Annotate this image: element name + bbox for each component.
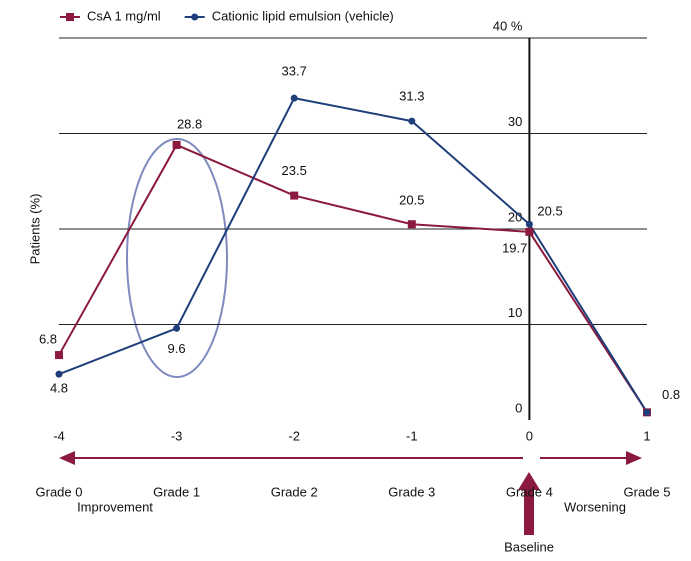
data-point	[643, 408, 651, 416]
x-tick-label: -4	[53, 428, 65, 443]
grade-label: Grade 1	[153, 484, 200, 499]
x-tick-label: 1	[643, 428, 650, 443]
legend-marker	[191, 13, 199, 21]
data-point	[408, 117, 416, 125]
direction-arrows	[59, 451, 642, 535]
data-point	[173, 324, 181, 332]
worsening-label: Worsening	[564, 499, 626, 514]
legend-marker	[66, 13, 74, 21]
data-label: 33.7	[282, 64, 307, 79]
grade-label: Grade 0	[36, 484, 83, 499]
data-point	[290, 94, 298, 102]
data-label: 20.5	[399, 193, 424, 208]
x-tick-label: 0	[526, 428, 533, 443]
y-tick-label: 10	[508, 305, 522, 320]
grade-label: Grade 5	[624, 484, 671, 499]
y-tick-label: 30	[508, 114, 522, 129]
data-label: 19.7	[502, 240, 527, 255]
y-axis-label: Patients (%)	[27, 194, 42, 265]
grade-label: Grade 4	[506, 484, 553, 499]
data-point	[55, 370, 63, 378]
x-tick-label: -1	[406, 428, 418, 443]
data-point	[172, 140, 181, 149]
data-label: 20.5	[537, 204, 562, 219]
data-label: 28.8	[177, 116, 202, 131]
data-point	[55, 351, 63, 360]
series-line	[58, 97, 648, 413]
legend-label: Cationic lipid emulsion (vehicle)	[212, 8, 394, 23]
baseline-label: Baseline	[504, 539, 554, 554]
y-tick-label: 0	[515, 400, 522, 415]
highlight-ellipse	[126, 138, 228, 378]
x-tick-label: -3	[171, 428, 183, 443]
data-label: 9.6	[168, 341, 186, 356]
legend-label: CsA 1 mg/ml	[87, 8, 161, 23]
data-label: 0.8	[662, 387, 680, 402]
data-point	[407, 220, 416, 229]
grade-label: Grade 2	[271, 484, 318, 499]
data-point	[525, 220, 533, 228]
grade-label: Grade 3	[388, 484, 435, 499]
data-label: 4.8	[50, 381, 68, 396]
series-line	[58, 143, 648, 413]
improvement-label: Improvement	[77, 499, 153, 514]
data-point	[525, 227, 534, 236]
x-tick-label: -2	[288, 428, 300, 443]
data-point	[290, 191, 299, 200]
data-label: 23.5	[282, 163, 307, 178]
data-label: 31.3	[399, 89, 424, 104]
data-label: 6.8	[39, 331, 57, 346]
y-tick-label: 20	[508, 209, 522, 224]
y-tick-label: 40 %	[493, 18, 523, 33]
